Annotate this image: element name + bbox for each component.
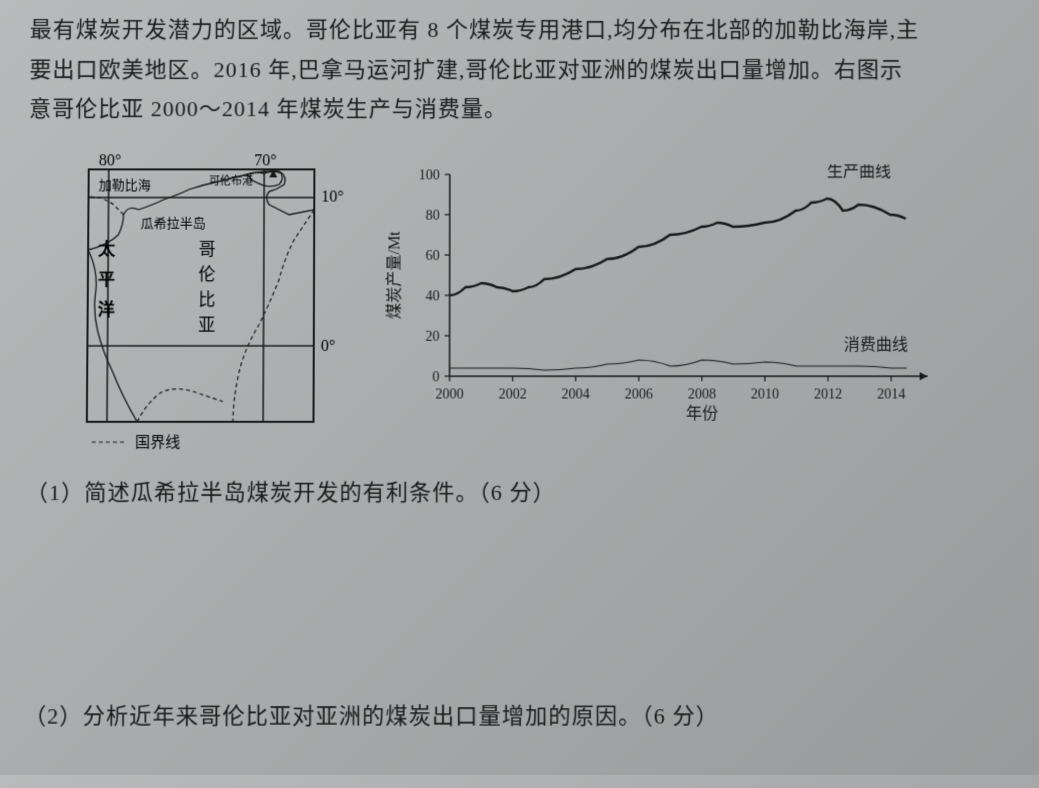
figures-row: 80° 70° 10° 0°	[66, 149, 1012, 452]
intro-line-1: 最有煤炭开发潜力的区域。哥伦比亚有 8 个煤炭专用港口,均分布在北部的加勒比海岸…	[30, 10, 1010, 50]
legend-label: 国界线	[135, 434, 180, 451]
intro-paragraph: 最有煤炭开发潜力的区域。哥伦比亚有 8 个煤炭专用港口,均分布在北部的加勒比海岸…	[29, 10, 1010, 129]
lon-80: 80°	[99, 152, 122, 169]
colombia-char-3: 亚	[198, 315, 215, 334]
east-border	[233, 209, 314, 421]
svg-text:0: 0	[432, 370, 439, 385]
pacific-label-2: 平	[98, 270, 115, 289]
svg-text:2002: 2002	[499, 387, 527, 402]
svg-text:20: 20	[425, 329, 439, 344]
intro-line-3: 意哥伦比亚 2000～2014 年煤炭生产与消费量。	[29, 89, 1010, 129]
series-消费曲线	[450, 360, 907, 370]
svg-text:40: 40	[426, 289, 440, 304]
production-chart: 0 20 40 60 80 100 2000 2002 2004 2006 2008 2010 2012…	[379, 164, 943, 427]
series-label-1: 消费曲线	[844, 336, 908, 354]
svg-text:2004: 2004	[562, 387, 590, 402]
question-2: （2）分析近年来哥伦比亚对亚洲的煤炭出口量增加的原因。（6 分）	[24, 696, 1016, 737]
svg-text:2014: 2014	[877, 387, 905, 402]
caribbean-label: 加勒比海	[99, 177, 151, 192]
svg-text:2008: 2008	[688, 387, 716, 402]
question-1: （1）简述瓜希拉半岛煤炭开发的有利条件。（6 分）	[26, 472, 1014, 512]
lon-70: 70°	[254, 152, 277, 169]
colombia-map: 80° 70° 10° 0°	[66, 149, 349, 452]
svg-text:2012: 2012	[814, 387, 842, 402]
svg-text:2010: 2010	[751, 387, 779, 402]
svg-text:80: 80	[426, 208, 440, 223]
y-axis-label: 煤炭产量/Mt	[385, 230, 403, 318]
colombia-char-0: 哥	[199, 240, 216, 259]
x-axis-label: 年份	[686, 404, 718, 422]
intro-line-2: 要出口欧美地区。2016 年,巴拿马运河扩建,哥伦比亚对亚洲的煤炭出口量增加。右…	[29, 50, 1010, 90]
svg-text:100: 100	[419, 168, 440, 183]
lat-0: 0°	[321, 338, 336, 355]
series-label-0: 生产曲线	[827, 164, 891, 180]
port-marker	[269, 169, 277, 177]
colombia-char-1: 伦	[198, 265, 215, 284]
series-生产曲线	[450, 198, 907, 295]
pacific-label-3: 洋	[98, 299, 115, 319]
lat-10: 10°	[321, 188, 344, 205]
guajira-label: 瓜希拉半岛	[140, 215, 205, 230]
port-label: 可伦布港	[209, 173, 253, 187]
svg-text:60: 60	[426, 249, 440, 264]
panama-border	[88, 196, 123, 214]
south-border	[137, 389, 223, 422]
colombia-char-2: 比	[198, 290, 215, 309]
pacific-label-1: 太	[98, 239, 116, 259]
svg-text:2006: 2006	[625, 387, 653, 402]
svg-text:2000: 2000	[435, 387, 463, 402]
